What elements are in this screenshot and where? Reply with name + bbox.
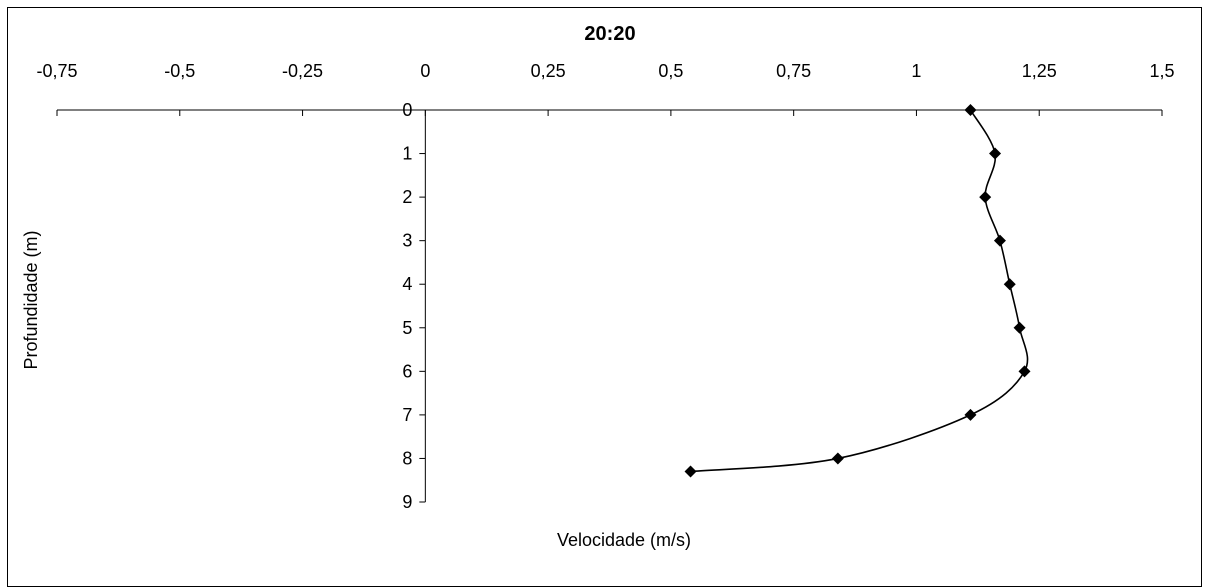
- x-tick-label: 1,5: [1149, 61, 1174, 81]
- x-axis-label: Velocidade (m/s): [557, 530, 691, 550]
- x-tick-label: 1,25: [1022, 61, 1057, 81]
- data-point-marker: [964, 104, 977, 116]
- x-tick-label: -0,75: [36, 61, 77, 81]
- x-tick-label: -0,5: [164, 61, 195, 81]
- y-tick-label: 8: [402, 448, 412, 468]
- y-tick-label: 2: [402, 187, 412, 207]
- data-point-marker: [831, 452, 844, 465]
- y-axis-label: Profundidade (m): [21, 230, 41, 369]
- x-tick-label: 0: [420, 61, 430, 81]
- y-tick-label: 5: [402, 318, 412, 338]
- chart-title: 20:20: [584, 23, 635, 45]
- y-tick-label: 3: [402, 231, 412, 251]
- data-point-marker: [1003, 278, 1016, 291]
- y-tick-label: 4: [402, 274, 412, 294]
- y-axis: 0 1 2 3 4 5 6 7 8 9: [402, 100, 426, 512]
- series-markers: [684, 104, 1031, 478]
- data-point-marker: [1013, 321, 1026, 334]
- data-point-marker: [684, 465, 697, 478]
- data-point-marker: [1018, 365, 1031, 378]
- y-tick-label: 7: [402, 405, 412, 425]
- y-tick-label: 0: [402, 100, 412, 120]
- y-tick-label: 1: [402, 144, 412, 164]
- velocity-profile-chart: 20:20 -0,75 -0,5 -0,25 0 0,25 0,5 0,75 1 1,25 1,5…: [21, 23, 1175, 550]
- series-line: [690, 109, 1029, 473]
- data-point-marker: [989, 147, 1002, 160]
- x-axis: -0,75 -0,5 -0,25 0 0,25 0,5 0,75 1 1,25 1,5: [36, 61, 1175, 116]
- y-tick-label: 9: [402, 492, 412, 512]
- x-tick-label: 1: [911, 61, 921, 81]
- data-point-marker: [964, 408, 977, 421]
- data-point-marker: [979, 191, 992, 204]
- chart-frame: [7, 7, 1202, 587]
- x-tick-label: 0,5: [658, 61, 683, 81]
- y-tick-label: 6: [402, 361, 412, 381]
- data-point-marker: [993, 234, 1006, 247]
- x-tick-label: -0,25: [282, 61, 323, 81]
- x-tick-label: 0,75: [776, 61, 811, 81]
- x-tick-label: 0,25: [531, 61, 566, 81]
